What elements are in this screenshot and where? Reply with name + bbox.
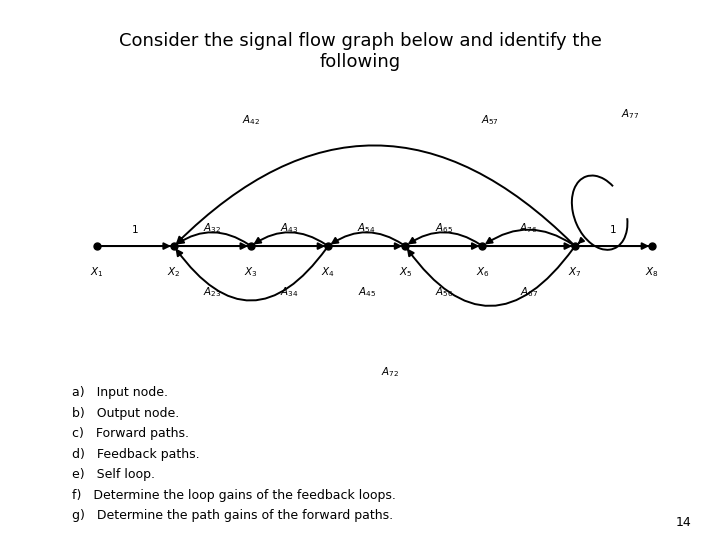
Text: $A_{57}$: $A_{57}$ [481,113,499,127]
Text: $X_7$: $X_7$ [568,266,582,279]
Text: $A_{65}$: $A_{65}$ [435,221,453,235]
Text: b)   Output node.: b) Output node. [72,407,179,420]
Text: 1: 1 [611,225,617,235]
Text: $A_{54}$: $A_{54}$ [357,221,376,235]
Text: a)   Input node.: a) Input node. [72,386,168,399]
Text: $A_{45}$: $A_{45}$ [358,286,376,300]
Text: $A_{34}$: $A_{34}$ [280,286,299,300]
Text: $X_8$: $X_8$ [645,266,659,279]
Text: $A_{23}$: $A_{23}$ [203,286,222,300]
Text: $A_{72}$: $A_{72}$ [381,365,399,379]
Text: $A_{76}$: $A_{76}$ [520,221,538,235]
Text: $X_1$: $X_1$ [90,266,104,279]
Text: $X_6$: $X_6$ [475,266,490,279]
Text: c)   Forward paths.: c) Forward paths. [72,427,189,440]
Text: $X_4$: $X_4$ [321,266,335,279]
Text: $X_5$: $X_5$ [398,266,412,279]
Text: $A_{42}$: $A_{42}$ [242,113,260,127]
Text: 14: 14 [675,516,691,529]
Text: e)   Self loop.: e) Self loop. [72,468,155,481]
Text: 1: 1 [132,225,138,235]
Text: g)   Determine the path gains of the forward paths.: g) Determine the path gains of the forwa… [72,509,393,522]
Text: f)   Determine the loop gains of the feedback loops.: f) Determine the loop gains of the feedb… [72,489,396,502]
Text: $A_{56}$: $A_{56}$ [435,286,453,300]
Text: d)   Feedback paths.: d) Feedback paths. [72,448,199,461]
Text: $A_{32}$: $A_{32}$ [203,221,222,235]
Text: $X_2$: $X_2$ [167,266,181,279]
Text: $A_{67}$: $A_{67}$ [520,286,538,300]
Text: $A_{43}$: $A_{43}$ [280,221,299,235]
Text: $X_3$: $X_3$ [244,266,258,279]
Text: $A_{77}$: $A_{77}$ [621,107,639,121]
Text: Consider the signal flow graph below and identify the
following: Consider the signal flow graph below and… [119,32,601,71]
